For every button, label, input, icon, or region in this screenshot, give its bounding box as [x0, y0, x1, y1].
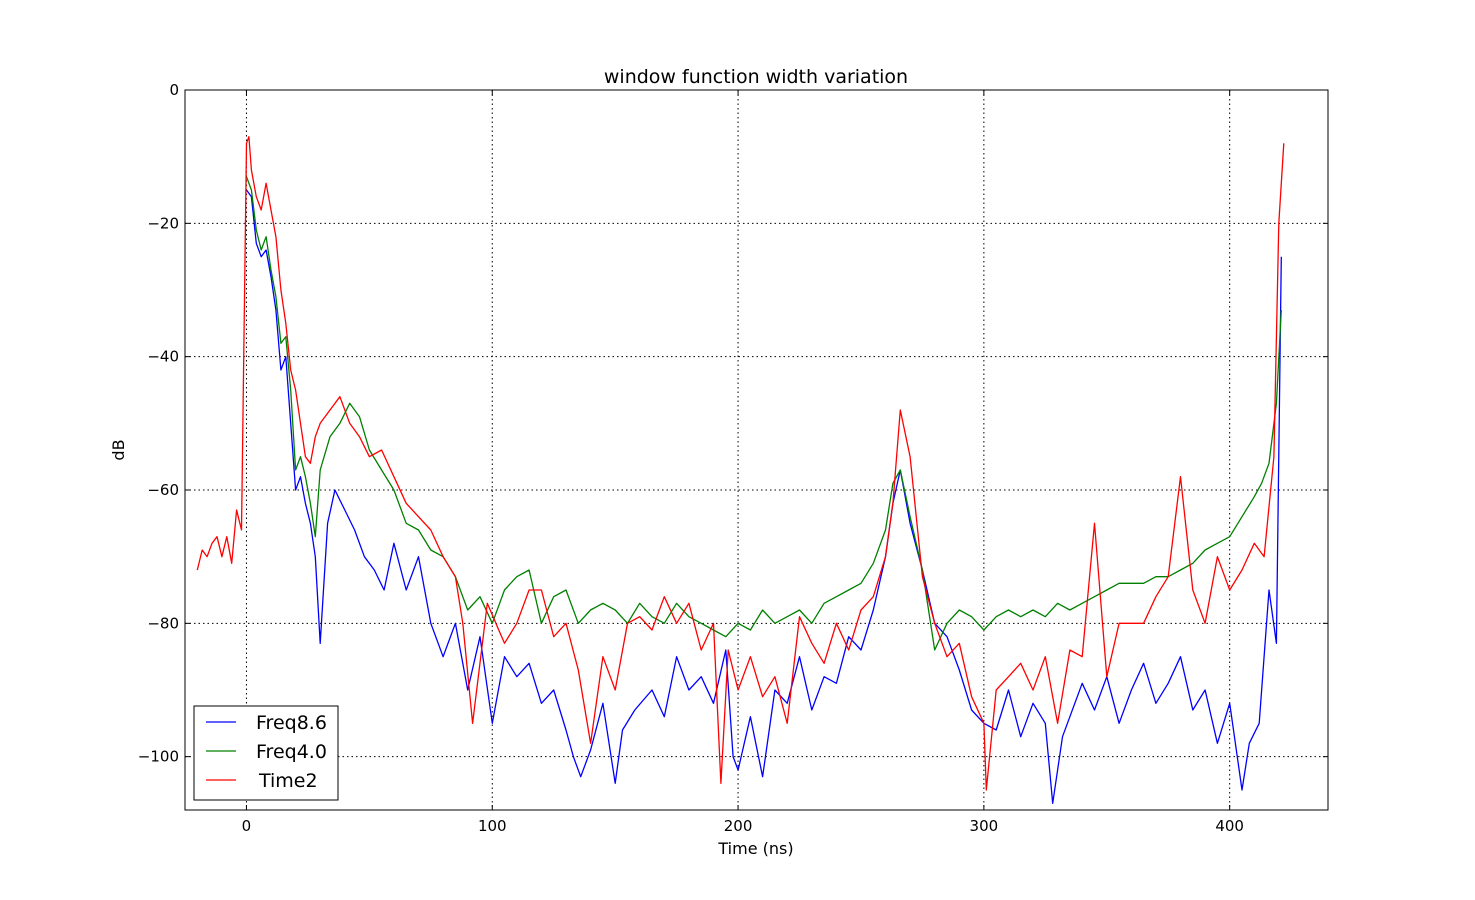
y-tick-label: −40	[147, 348, 179, 366]
y-axis-title: dB	[109, 439, 128, 460]
x-tick-label: 300	[970, 817, 999, 835]
x-tick-label: 200	[724, 817, 753, 835]
series-line-freq8-6	[245, 189, 1282, 804]
series-line-freq4-0	[245, 176, 1282, 651]
x-tick-label: 400	[1215, 817, 1244, 835]
series-line-time2	[196, 136, 1285, 791]
x-tick-label: 100	[478, 817, 507, 835]
x-axis-title: Time (ns)	[717, 839, 793, 858]
legend-label-freq4-0: Freq4.0	[256, 741, 327, 763]
y-tick-label: −60	[147, 481, 179, 499]
plot-area	[185, 90, 1328, 810]
axis-ticks: 0 100 200 300 400 0 −20 −40 −60 −80 −100	[138, 81, 1328, 835]
x-tick-label: 0	[242, 817, 252, 835]
y-tick-label: −20	[147, 214, 179, 232]
plot-frame	[184, 89, 1329, 811]
y-tick-label: 0	[169, 81, 179, 99]
legend-label-time2: Time2	[258, 770, 318, 792]
chart-title: window function width variation	[604, 66, 908, 88]
y-tick-label: −80	[147, 614, 179, 632]
y-tick-label: −100	[138, 748, 179, 766]
legend-label-freq8-6: Freq8.6	[256, 712, 327, 734]
series-group	[196, 136, 1285, 804]
legend: Freq8.6 Freq4.0 Time2	[193, 705, 339, 801]
